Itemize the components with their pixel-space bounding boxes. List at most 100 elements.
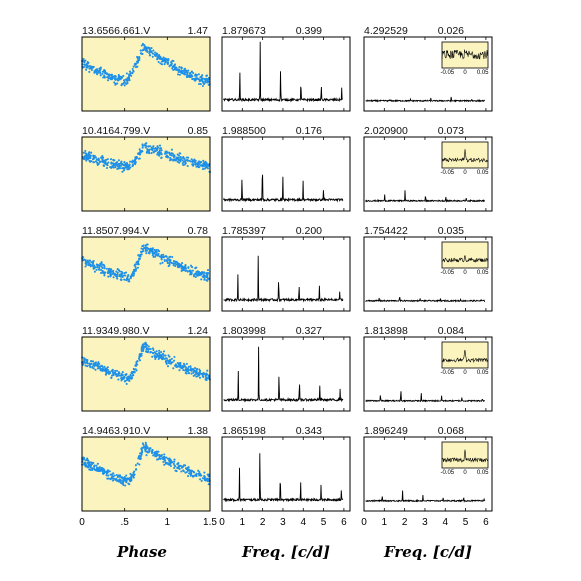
data-point — [116, 277, 119, 280]
data-point — [182, 469, 185, 472]
inset-tick-label: 0.05 — [477, 270, 489, 276]
data-point — [134, 464, 137, 467]
data-point — [174, 262, 177, 265]
data-point — [89, 464, 93, 467]
data-point — [145, 343, 148, 346]
frequency-tick-label: 5 — [463, 517, 469, 528]
data-point — [87, 157, 90, 161]
data-point — [172, 264, 175, 267]
data-point — [187, 365, 190, 368]
data-point — [139, 149, 142, 152]
data-point — [203, 275, 206, 278]
primary-power-label: 0.176 — [296, 125, 322, 137]
data-point — [201, 74, 204, 77]
data-point — [82, 151, 85, 154]
data-point — [130, 376, 133, 379]
data-point — [106, 164, 109, 167]
data-point — [130, 479, 133, 482]
data-point — [173, 466, 176, 470]
data-point — [206, 369, 209, 372]
data-point — [169, 459, 172, 462]
periodogram-frame — [221, 336, 351, 412]
data-point — [187, 475, 190, 478]
data-point — [184, 464, 187, 467]
data-point — [140, 447, 143, 450]
data-point — [153, 355, 156, 358]
data-point — [163, 57, 167, 60]
data-point — [87, 462, 90, 465]
frequency-tick-label: 1 — [240, 517, 246, 528]
inset-tick-label: 0.05 — [477, 170, 489, 176]
data-point — [120, 372, 123, 376]
data-point — [177, 70, 180, 74]
data-point — [105, 368, 108, 372]
data-point — [111, 76, 114, 79]
inset-line — [441, 255, 489, 263]
data-point — [122, 79, 126, 82]
data-point — [189, 469, 192, 473]
data-point — [96, 72, 99, 75]
data-point — [130, 474, 133, 477]
data-point — [159, 147, 163, 150]
data-point — [114, 166, 117, 169]
data-point — [166, 257, 169, 260]
data-point — [136, 266, 139, 269]
data-point — [87, 465, 90, 468]
frequency-tick-label: 5 — [321, 517, 327, 528]
data-point — [131, 163, 134, 166]
data-point — [121, 480, 124, 483]
data-point — [90, 65, 93, 68]
data-point — [182, 269, 185, 272]
data-point — [123, 84, 126, 87]
data-point — [111, 164, 114, 168]
data-point — [129, 160, 132, 163]
data-point — [88, 364, 91, 367]
data-point — [88, 461, 91, 464]
data-point — [90, 362, 93, 365]
data-point — [101, 72, 104, 76]
data-point — [149, 347, 152, 351]
prewhitened-periodogram-line — [365, 190, 485, 204]
data-point — [189, 472, 192, 476]
data-point — [195, 266, 198, 269]
data-point — [184, 69, 188, 72]
data-point — [125, 481, 128, 484]
data-point — [158, 144, 162, 147]
data-point — [144, 249, 147, 253]
data-point — [108, 372, 111, 375]
data-point — [117, 374, 120, 377]
secondary-frequency-label: 1.754422 — [364, 225, 408, 237]
data-point — [192, 159, 195, 162]
data-point — [203, 475, 206, 478]
data-point — [140, 349, 143, 353]
data-point — [165, 357, 168, 360]
data-point — [207, 483, 210, 486]
data-point — [114, 372, 117, 375]
data-point — [158, 454, 161, 457]
inset-tick-label: -0.05 — [440, 170, 454, 176]
data-point — [87, 61, 90, 64]
data-point — [109, 478, 112, 481]
data-point — [108, 73, 111, 76]
data-point — [171, 67, 174, 70]
data-point — [201, 84, 204, 88]
data-point — [170, 148, 173, 151]
inset-tick-label: 0 — [463, 270, 467, 276]
data-point — [111, 477, 114, 480]
data-point — [114, 164, 117, 167]
data-point — [159, 262, 162, 265]
data-point — [168, 261, 171, 265]
data-point — [174, 364, 178, 367]
data-point — [102, 76, 105, 79]
data-point — [129, 166, 132, 169]
data-point — [161, 261, 164, 264]
data-point — [187, 156, 190, 159]
data-point — [103, 69, 106, 72]
frequency-tick-label: 0 — [361, 517, 367, 528]
data-point — [180, 470, 183, 473]
data-point — [198, 270, 201, 274]
inset-line — [441, 449, 489, 463]
data-point — [108, 267, 111, 270]
data-point — [114, 162, 117, 166]
secondary-frequency-label: 2.020900 — [364, 125, 408, 137]
